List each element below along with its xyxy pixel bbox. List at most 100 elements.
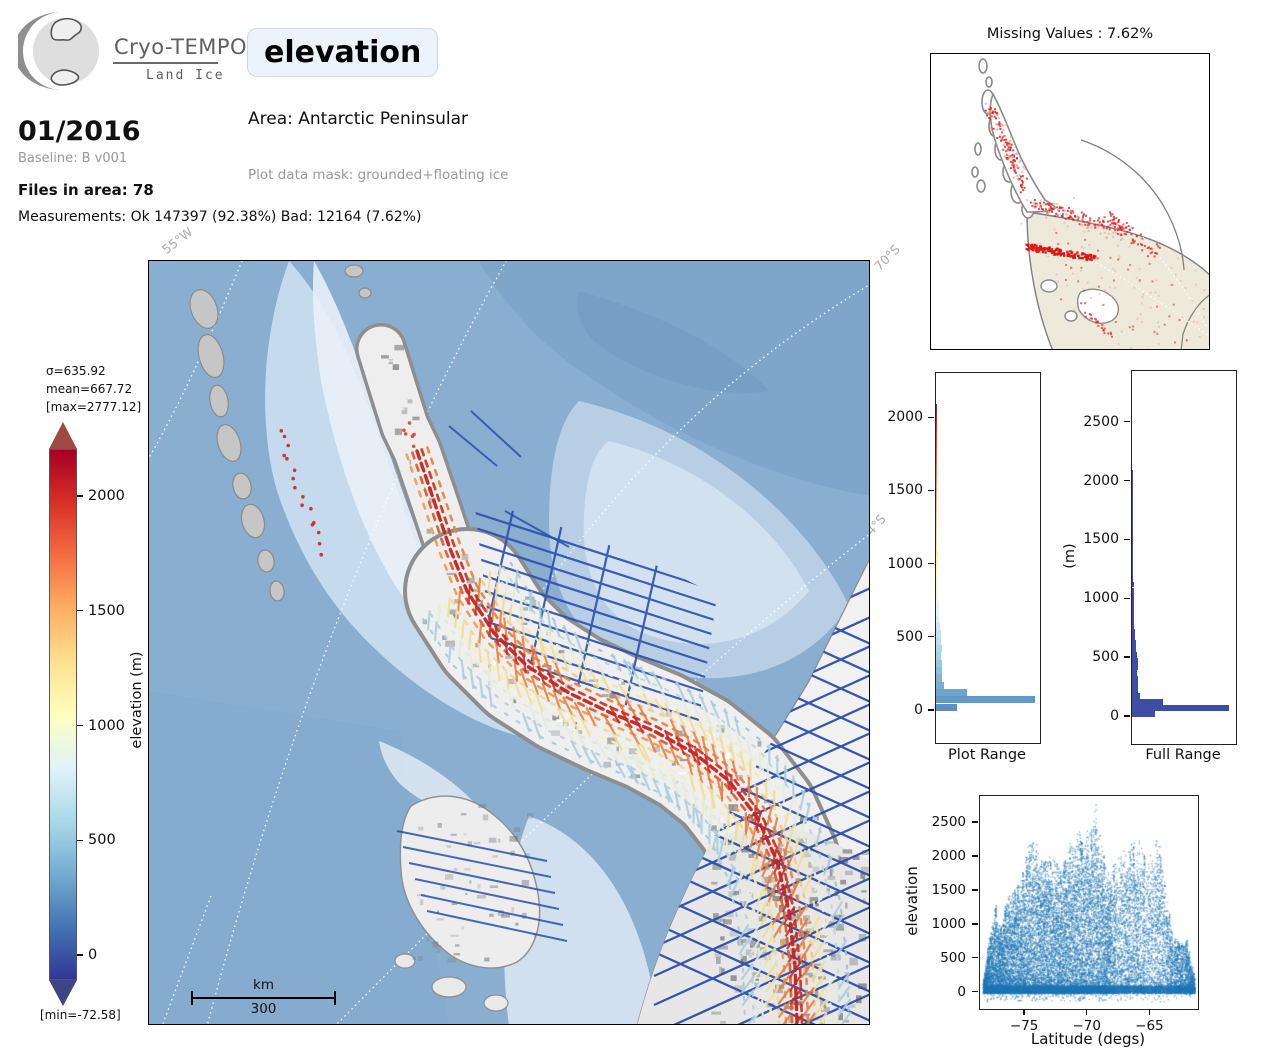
measurements-label: Measurements: Ok 147397 (92.38%) Bad: 12… — [18, 209, 422, 225]
scalebar-line — [191, 997, 336, 1000]
colorbar — [49, 449, 77, 980]
hist-bar — [936, 659, 942, 667]
hist-bar — [1132, 658, 1139, 664]
hist-bar — [1132, 522, 1134, 529]
cryo-tempo-logo: Cryo-TEMPO Land Ice — [13, 10, 248, 95]
hist-tick-mark — [1124, 656, 1130, 658]
scatter-ytick-label: 1000 — [931, 915, 966, 932]
colorbar-tick-mark — [77, 839, 83, 841]
scatter-ytick-mark — [972, 991, 978, 993]
scatter-ytick-label: 0 — [957, 983, 966, 1000]
hist-tick-mark — [928, 562, 934, 565]
hist-tick-label: 2000 — [1083, 472, 1119, 489]
hist-bar — [1132, 493, 1134, 500]
colorbar-tick-label: 1000 — [88, 717, 125, 734]
hist-tick-label: 1500 — [887, 482, 923, 499]
hist-bar — [1132, 516, 1134, 523]
hist-bar — [1132, 511, 1134, 517]
hist-bar — [1132, 628, 1135, 635]
main-map: km 300 — [148, 260, 870, 1025]
hist-bar — [1132, 693, 1140, 700]
scatter-ytick-label: 1500 — [931, 881, 966, 898]
hist-bar — [936, 637, 942, 645]
hist-tick-label: 1000 — [1083, 590, 1119, 607]
hist-tick-label: 500 — [896, 628, 923, 645]
date-label: 01/2016 — [18, 116, 141, 147]
minimap-title: Missing Values : 7.62% — [986, 26, 1154, 42]
hist-tick-mark — [928, 489, 934, 492]
hist-bar — [1132, 487, 1134, 494]
colorbar-tick-label: 2000 — [88, 488, 125, 505]
scatter-ytick-label: 2000 — [931, 848, 966, 865]
hist-bar — [936, 542, 938, 550]
hist-bar — [936, 476, 938, 485]
hist-bar — [1132, 534, 1134, 541]
hist-tick-mark — [928, 709, 934, 711]
hist-bar — [1132, 640, 1136, 647]
scatter-ytick-mark — [972, 855, 978, 857]
hist-bar — [1132, 622, 1135, 629]
hist-bar — [936, 579, 938, 587]
variable-badge: elevation — [247, 28, 439, 77]
hist-bar — [936, 513, 938, 521]
scatter-ytick-mark — [972, 957, 978, 959]
hist-tick-label: 2000 — [887, 409, 923, 426]
hist-bar — [936, 528, 938, 536]
logo-divider — [113, 62, 218, 64]
scatter-xtick-label: −70 — [1072, 1018, 1101, 1034]
hist-bar — [936, 454, 938, 463]
hist-bar — [936, 418, 938, 426]
hist-bar — [1132, 558, 1134, 564]
scalebar-unit: km — [253, 977, 274, 993]
hist-bar — [1132, 563, 1134, 570]
colorbar-under-arrow — [49, 980, 77, 1006]
hist-bar — [936, 586, 939, 594]
hist-bar — [1132, 634, 1136, 641]
hist-tick-label: 0 — [1110, 707, 1119, 724]
colorbar-stats: σ=635.92 mean=667.72 [max=2777.12] — [46, 362, 141, 416]
hist-bar — [936, 498, 938, 507]
hist-tick-mark — [1124, 479, 1130, 482]
hist-tick-label: 0 — [914, 701, 923, 718]
hist-tick-label: 2500 — [1083, 413, 1119, 430]
hist-tick-mark — [928, 636, 934, 638]
hist-bar — [1132, 475, 1134, 482]
minimap-canvas — [931, 54, 1209, 349]
hist-bar — [1132, 546, 1134, 553]
hist-bar — [1132, 675, 1138, 682]
stat-mean: mean=667.72 — [46, 382, 133, 396]
hist-bar — [936, 432, 938, 441]
full-range-histogram — [1131, 370, 1237, 745]
hist-bar — [1132, 663, 1138, 670]
hist-bar — [936, 681, 944, 689]
scalebar-cap-left — [191, 991, 194, 1005]
baseline-label: Baseline: B v001 — [18, 151, 128, 166]
hist-tick-mark — [1124, 421, 1130, 423]
hist-bar — [936, 491, 938, 499]
hist-bar — [936, 593, 939, 602]
hist-bar — [936, 564, 938, 572]
hist-bar — [1132, 616, 1135, 623]
hist-bar — [936, 549, 938, 558]
hist-bar — [936, 440, 938, 448]
hist-bar — [936, 630, 941, 638]
hist-bar — [1132, 469, 1134, 476]
hist-bar — [1132, 705, 1229, 712]
hist-bar — [936, 696, 1035, 704]
stat-sigma: σ=635.92 — [46, 364, 106, 378]
scalebar-value: 300 — [250, 1001, 277, 1017]
hist-bar — [936, 645, 942, 653]
hist-bar — [936, 520, 938, 528]
scatter-canvas — [980, 796, 1198, 1009]
scatter-xtick-mark — [1148, 1009, 1151, 1015]
hist-bar — [936, 666, 942, 675]
scatter-ytick-mark — [972, 889, 978, 891]
hist-bar — [936, 571, 938, 580]
hist-bar — [1132, 681, 1138, 688]
hist-bar — [936, 484, 938, 492]
scalebar-cap-right — [333, 991, 336, 1005]
hist-bar — [936, 703, 957, 711]
hist-tick-label: 1500 — [1083, 531, 1119, 548]
colorbar-tick-mark — [77, 724, 83, 727]
scatter-plot — [979, 795, 1199, 1010]
